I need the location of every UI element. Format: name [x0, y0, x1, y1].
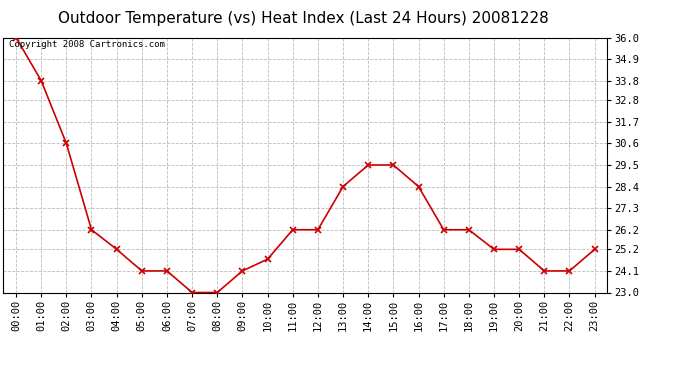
Text: Copyright 2008 Cartronics.com: Copyright 2008 Cartronics.com — [10, 40, 166, 49]
Text: Outdoor Temperature (vs) Heat Index (Last 24 Hours) 20081228: Outdoor Temperature (vs) Heat Index (Las… — [58, 11, 549, 26]
